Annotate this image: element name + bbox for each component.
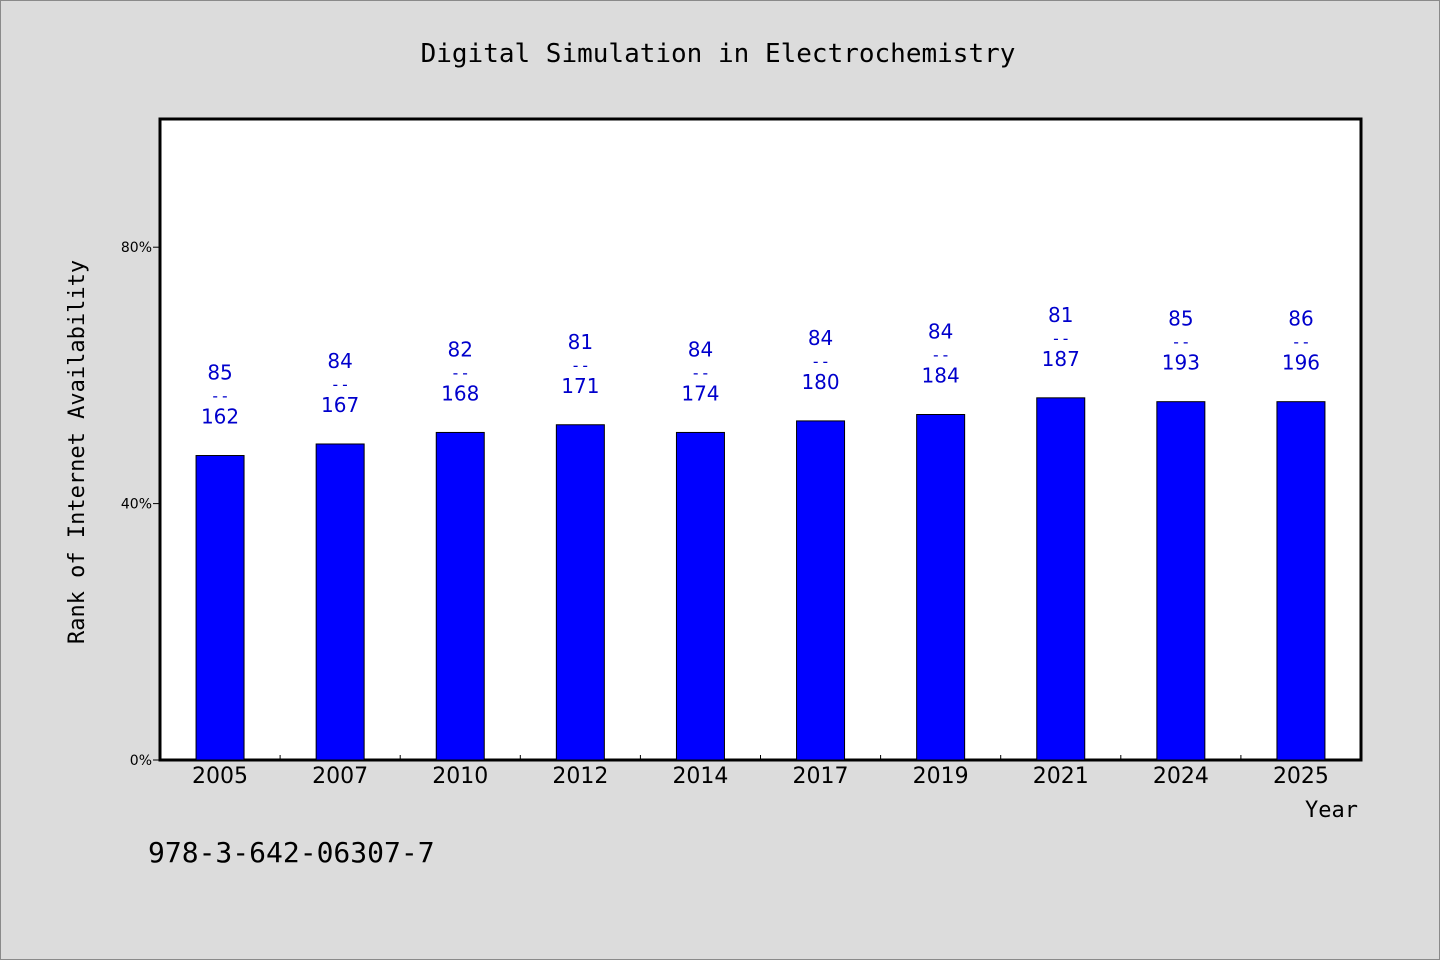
x-tick-label: 2021 <box>1033 764 1089 789</box>
data-label-separator: -- <box>1171 333 1190 352</box>
data-label-separator: -- <box>931 346 950 365</box>
y-tick-label: 40% <box>121 497 152 513</box>
data-labels: 85--16284--16782--16881--17184--17484--1… <box>201 303 1320 429</box>
x-axis-ticks: 2005 2007 2010 2012 2014 2017 2019 2021 2024 2025 <box>192 755 1329 789</box>
data-label-total: 168 <box>441 381 479 405</box>
bar <box>916 414 966 761</box>
data-label-rank: 81 <box>568 330 593 354</box>
x-axis-label: Year <box>1305 798 1358 823</box>
data-label-total: 187 <box>1042 347 1080 371</box>
data-label-rank: 84 <box>928 320 953 344</box>
data-label-rank: 81 <box>1048 303 1073 327</box>
bar <box>435 431 485 761</box>
y-tick-label: 0% <box>130 753 152 769</box>
data-label-separator: -- <box>451 363 470 382</box>
bar <box>315 443 365 761</box>
x-tick-label: 2019 <box>913 764 969 789</box>
data-label-total: 184 <box>922 364 960 388</box>
bar-series <box>195 397 1326 761</box>
data-label-total: 180 <box>801 370 839 394</box>
y-tick-label: 80% <box>121 240 152 256</box>
x-tick-label: 2010 <box>432 764 488 789</box>
x-tick-label: 2005 <box>192 764 248 789</box>
data-label-total: 174 <box>681 381 719 405</box>
bar <box>555 424 605 761</box>
data-label-rank: 84 <box>808 326 833 350</box>
data-label-rank: 84 <box>327 349 352 373</box>
bar <box>675 431 725 761</box>
bar <box>195 455 245 761</box>
x-tick-label: 2025 <box>1273 764 1329 789</box>
data-label-separator: -- <box>571 356 590 375</box>
data-label-total: 196 <box>1282 351 1320 375</box>
bar <box>796 420 846 761</box>
data-label-total: 171 <box>561 374 599 398</box>
y-axis-ticks: 0% 40% 80% <box>121 240 160 769</box>
x-tick-label: 2017 <box>793 764 849 789</box>
y-axis-label: Rank of Internet Availability <box>65 260 90 644</box>
bar <box>1276 401 1326 761</box>
data-label-rank: 85 <box>207 361 232 385</box>
chart-title: Digital Simulation in Electrochemistry <box>421 39 1016 69</box>
data-label-separator: -- <box>811 352 830 371</box>
bar <box>1156 401 1206 761</box>
bar <box>1036 397 1086 761</box>
data-label-separator: -- <box>1051 329 1070 348</box>
x-tick-label: 2014 <box>672 764 728 789</box>
x-tick-label: 2007 <box>312 764 368 789</box>
data-label-total: 167 <box>321 393 359 417</box>
data-label-rank: 85 <box>1168 307 1193 331</box>
data-label-rank: 82 <box>448 337 473 361</box>
data-label-rank: 86 <box>1288 307 1313 331</box>
data-label-separator: -- <box>210 387 229 406</box>
data-label-separator: -- <box>691 363 710 382</box>
data-label-total: 193 <box>1162 351 1200 375</box>
x-tick-label: 2012 <box>552 764 608 789</box>
data-label-rank: 84 <box>688 337 713 361</box>
isbn-label: 978-3-642-06307-7 <box>148 836 435 869</box>
data-label-separator: -- <box>1291 333 1310 352</box>
x-tick-label: 2024 <box>1153 764 1209 789</box>
data-label-total: 162 <box>201 405 239 429</box>
data-label-separator: -- <box>331 375 350 394</box>
